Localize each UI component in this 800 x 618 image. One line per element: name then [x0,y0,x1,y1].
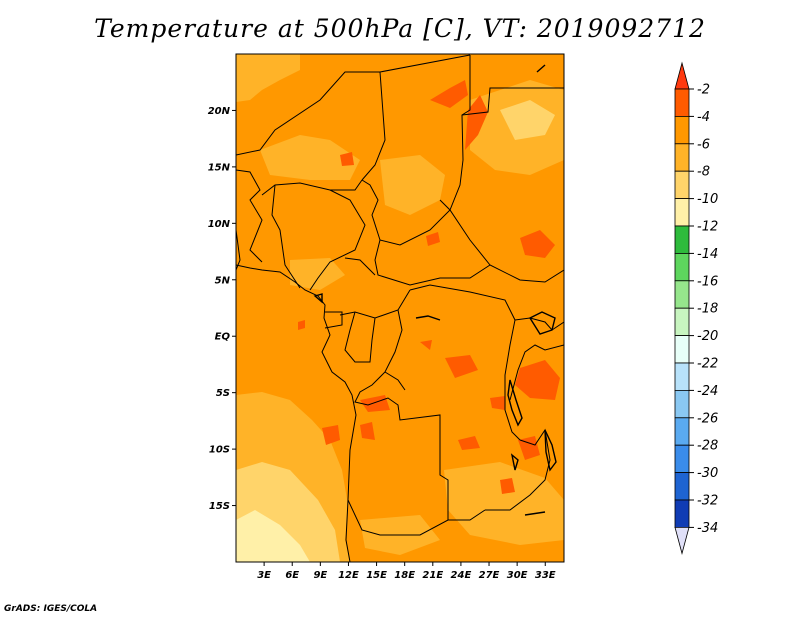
longitude-axis: 3E 6E 9E 12E 15E 18E 21E 24E 27E 30E 33E [257,562,556,581]
contour-band-minus2-minus4 [298,80,560,494]
lon-tick-label: 15E [366,570,387,581]
lon-tick-label: 21E [422,570,443,581]
lon-tick-label: 9E [313,570,327,581]
colorbar-label: -12 [697,220,718,235]
colorbar-swatch [674,307,690,337]
colorbar-swatch [674,417,690,446]
contour-band-minus6-minus8 [380,155,445,215]
colorbar-label: -32 [697,494,718,509]
colorbar-swatch [674,88,690,117]
colorbar-swatch [674,472,690,501]
map-frame [235,53,565,563]
contour-band-minus10-minus12 [236,510,310,562]
colorbar-label: -20 [697,329,718,344]
colorbar-label: -2 [697,83,710,98]
lon-tick-label: 18E [394,570,415,581]
colorbar-swatch [674,280,690,309]
lat-tick-label: 20N [208,106,231,117]
lon-tick-label: 33E [535,570,556,581]
contour-band-minus6-minus8 [260,135,360,180]
lat-tick-label: 5N [215,275,231,286]
lon-tick-label: 24E [451,570,472,581]
lat-tick-label: 10N [208,219,231,230]
colorbar-top-arrow [674,61,690,90]
colorbar-swatch [674,499,690,528]
lat-tick-label: EQ [215,332,231,343]
colorbar-swatch [674,198,690,227]
colorbar-label: -16 [697,274,718,289]
contour-band-minus6-minus8 [290,258,345,290]
lat-tick-label: 5S [216,388,230,399]
colorbar-swatch [674,252,690,282]
colorbar-bottom-arrow [674,527,690,555]
colorbar-label: -34 [697,521,718,536]
lat-tick-label: 15N [208,162,231,173]
colorbar-swatch [674,170,690,199]
colorbar-swatch [674,444,690,474]
map-title: Temperature at 500hPa [C], VT: 201909271… [94,14,706,43]
lon-tick-label: 3E [257,570,271,581]
credit-label: GrADS: IGES/COLA [4,604,98,614]
colorbar-label: -14 [697,247,718,262]
country-borders [236,54,564,562]
colorbar-label: -8 [697,165,710,180]
contour-band-minus6-minus8 [236,54,300,102]
lat-tick-label: 15S [209,501,230,512]
colorbar-label: -30 [697,466,718,481]
colorbar-label: -24 [697,384,718,399]
colorbar-swatch [674,389,690,419]
colorbar-label: -6 [697,137,710,152]
colorbar-label: -22 [697,357,718,372]
lon-tick-label: 6E [285,570,299,581]
colorbar-label: -4 [697,110,710,125]
lon-tick-label: 27E [479,570,500,581]
colorbar-swatch [674,116,690,145]
contour-band-minus8-minus10 [500,100,555,140]
colorbar-swatch [674,362,690,391]
colorbar-swatch [674,225,690,254]
lake-outlines [313,64,557,516]
lon-tick-label: 30E [507,570,528,581]
lon-tick-label: 12E [338,570,359,581]
lat-tick-label: 10S [209,445,230,456]
contour-band-minus6-minus8 [444,462,564,545]
colorbar-label: -28 [697,439,718,454]
colorbar-label: -18 [697,302,718,317]
temperature-field [236,54,564,562]
colorbar-swatch [674,143,690,172]
latitude-axis: 20N 15N 10N 5N EQ 5S 10S 15S [208,106,236,512]
colorbar: -2 -4 -6 -8 -10 -12 -14 -16 -18 -20 -22 -24 -26 -28 -3… [674,61,718,555]
colorbar-label: -10 [697,192,718,207]
colorbar-label: -26 [697,411,718,426]
colorbar-swatch [674,335,690,364]
